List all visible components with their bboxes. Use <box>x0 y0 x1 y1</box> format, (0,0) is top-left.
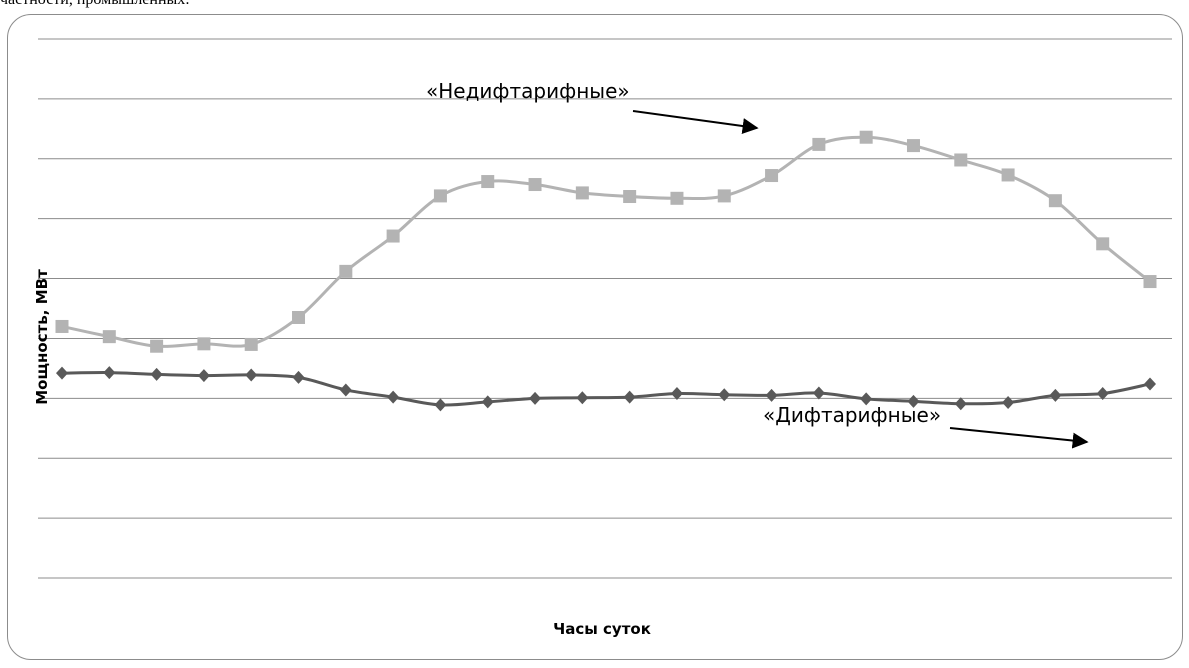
data-point-diamond <box>387 390 400 404</box>
data-point-square <box>481 175 495 189</box>
data-point-square <box>575 186 589 200</box>
data-point-square <box>859 130 873 144</box>
data-point-diamond <box>292 370 305 384</box>
data-point-diamond <box>670 387 683 401</box>
y-axis-label: Мощность, МВт <box>33 269 51 405</box>
data-point-diamond <box>529 391 542 405</box>
data-point-diamond <box>765 388 778 402</box>
page-top-text: частности, промышленных: <box>0 0 190 9</box>
data-point-square <box>765 169 779 183</box>
data-point-square <box>623 190 637 204</box>
data-point-diamond <box>860 392 873 406</box>
series-line-2 <box>60 371 1152 407</box>
data-point-square <box>433 189 447 203</box>
data-point-square <box>1001 168 1015 182</box>
data-point-diamond <box>907 394 920 408</box>
data-point-diamond <box>150 367 163 381</box>
data-point-diamond <box>1096 387 1109 401</box>
data-point-square <box>528 178 542 192</box>
data-point-diamond <box>339 383 352 397</box>
data-point-square <box>906 139 920 153</box>
series-arrow-1 <box>632 110 759 134</box>
data-point-square <box>1143 275 1157 289</box>
series-annotations: «Недифтарифные» «Дифтарифные» <box>426 79 1089 449</box>
data-point-square <box>244 337 258 351</box>
data-point-square <box>954 153 968 167</box>
data-point-square <box>339 264 353 278</box>
data-point-diamond <box>103 366 116 380</box>
series-arrow-2 <box>949 427 1089 449</box>
series-label-1: «Недифтарифные» <box>426 79 630 103</box>
data-point-diamond <box>481 395 494 409</box>
x-axis-label: Часы суток <box>553 620 651 638</box>
data-point-diamond <box>954 397 967 411</box>
data-point-square <box>812 137 826 151</box>
data-point-diamond <box>1144 377 1156 391</box>
data-point-square <box>717 189 731 203</box>
chart-frame <box>7 14 1183 660</box>
data-point-diamond <box>56 366 68 380</box>
data-point-diamond <box>576 391 589 405</box>
data-point-diamond <box>623 390 636 404</box>
series-line-1 <box>60 135 1152 348</box>
data-point-diamond <box>812 386 825 400</box>
data-point-square <box>1096 237 1110 251</box>
data-point-diamond <box>1049 388 1062 402</box>
series-lines <box>60 135 1152 407</box>
series-label-2: «Дифтарифные» <box>763 403 941 427</box>
data-point-square <box>55 319 69 333</box>
grid-lines <box>38 38 1172 579</box>
data-point-square <box>386 229 400 243</box>
data-point-diamond <box>1002 396 1015 410</box>
data-point-square <box>292 310 306 324</box>
data-point-square <box>102 330 116 344</box>
data-point-square <box>150 339 164 353</box>
series-markers <box>55 130 1157 412</box>
data-point-square <box>197 337 211 351</box>
data-point-square <box>670 191 684 205</box>
data-point-diamond <box>197 369 210 383</box>
data-point-diamond <box>245 368 258 382</box>
data-point-diamond <box>718 388 731 402</box>
data-point-diamond <box>434 398 447 412</box>
data-point-square <box>1048 194 1062 208</box>
